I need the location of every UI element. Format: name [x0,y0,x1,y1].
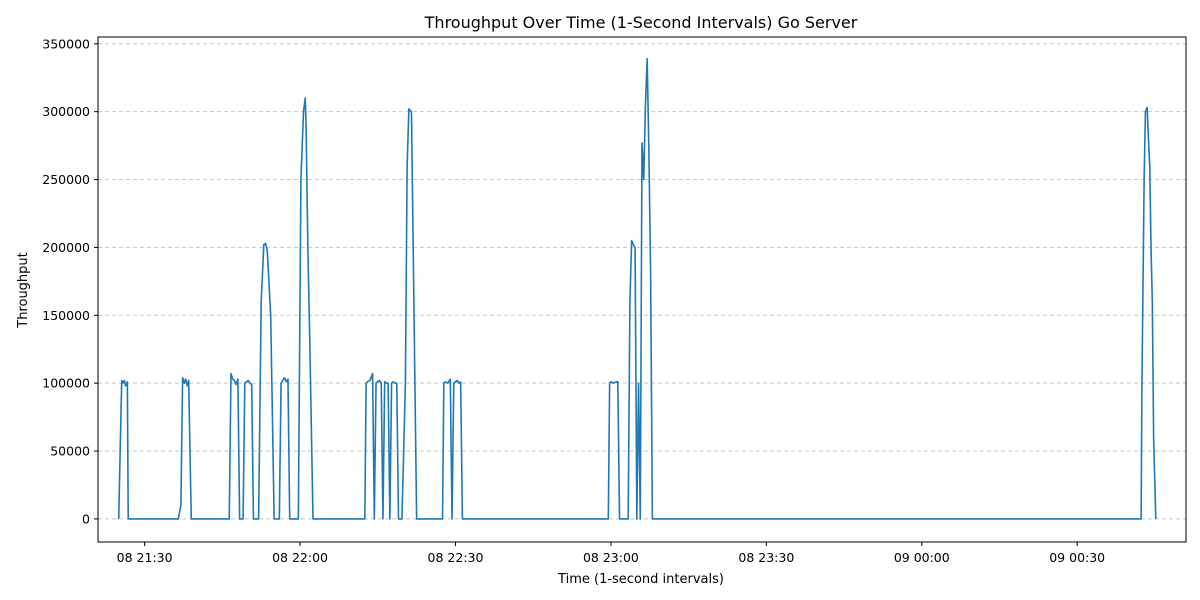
x-tick-label: 08 23:00 [583,550,639,565]
x-tick-label: 08 22:30 [428,550,484,565]
y-tick-label: 100000 [42,376,90,391]
x-tick-label: 09 00:00 [894,550,950,565]
x-tick-label: 08 22:00 [272,550,328,565]
chart-title: Throughput Over Time (1-Second Intervals… [424,13,858,32]
plot-frame [97,36,1187,543]
y-tick-label: 250000 [42,172,90,187]
x-tick-label: 08 21:30 [117,550,173,565]
y-tick-label: 350000 [42,36,90,51]
x-tick-label: 08 23:30 [738,550,794,565]
x-tick-label: 09 00:30 [1049,550,1105,565]
throughput-series-line [117,57,1157,520]
x-axis-ticks: 08 21:30 08 22:00 08 22:30 08 23:00 08 23:30… [117,542,1105,565]
y-tick-label: 300000 [42,104,90,119]
y-tick-label: 150000 [42,308,90,323]
y-tick-label: 200000 [42,240,90,255]
series-layer [117,57,1157,520]
y-axis-ticks: 0 50000 100000 150000 200000 250000 300000 3500… [42,36,98,526]
y-tick-label: 50000 [50,444,90,459]
x-axis-label: Time (1-second intervals) [557,572,724,587]
y-tick-label: 0 [82,511,90,526]
y-axis-label: Throughput [16,252,31,329]
